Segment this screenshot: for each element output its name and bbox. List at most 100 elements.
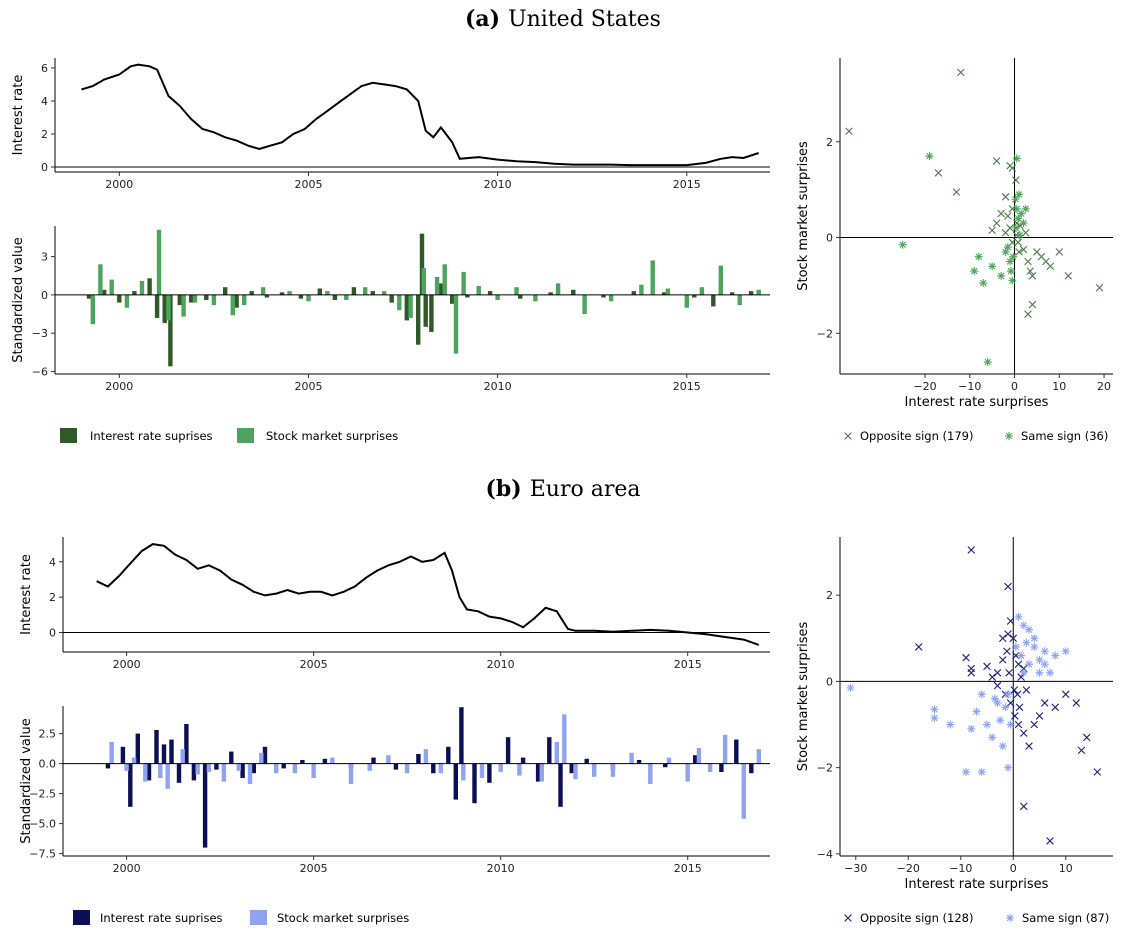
y-tick-label: 0 <box>826 232 833 245</box>
interest-rate-surprise-bar <box>214 763 219 770</box>
x-tick-label: −10 <box>958 380 981 393</box>
stock-market-surprise-bar <box>109 279 114 295</box>
stock-market-surprise-bar <box>582 294 587 314</box>
x-tick-label: 2010 <box>484 178 512 191</box>
y-tick-label: 0 <box>41 289 48 302</box>
same-sign-point <box>1017 651 1026 660</box>
same-sign-point <box>1006 720 1015 729</box>
opposite-sign-point <box>1028 300 1037 309</box>
opposite-sign-point <box>992 219 1001 227</box>
opposite-sign-point <box>962 653 970 662</box>
y-axis-label: Stock market surprises <box>796 141 811 291</box>
opposite-sign-point <box>1072 699 1081 707</box>
interest-rate-surprise-bar <box>431 763 436 774</box>
opposite-sign-point <box>1051 703 1060 712</box>
interest-rate-surprise-bar <box>189 294 194 303</box>
stock-market-surprise-bar <box>131 757 137 764</box>
opposite-sign-point <box>993 669 1002 677</box>
opposite-sign-point <box>1001 193 1010 201</box>
y-tick-label: 0 <box>49 627 56 640</box>
opposite-sign-point <box>1011 712 1019 720</box>
same-sign-point <box>1030 642 1039 651</box>
stock-market-surprise-bar <box>221 763 227 782</box>
same-sign-point <box>1003 243 1012 252</box>
interest-rate-surprise-bar <box>558 763 563 807</box>
same-sign-point <box>1022 638 1031 647</box>
stock-market-surprise-bar <box>139 280 145 295</box>
stock-market-surprise-bar <box>718 265 723 295</box>
stock-market-surprise-bar <box>666 757 672 764</box>
interest-rate-surprise-bar <box>423 294 428 327</box>
stock-market-surprise-bar <box>287 291 292 295</box>
opposite-sign-point <box>1015 248 1023 256</box>
x-tick-label: 0 <box>1010 862 1017 875</box>
opposite-sign-point <box>1077 746 1086 755</box>
same-sign-point <box>1001 247 1010 256</box>
y-axis-label: Standardized value <box>19 718 34 843</box>
y-tick-label: −7.5 <box>29 848 56 861</box>
stock-market-surprise-bar <box>495 294 500 300</box>
interest-rate-surprise-bar <box>453 763 458 800</box>
same-sign-point <box>1019 219 1028 228</box>
same-sign-point <box>1001 703 1010 712</box>
stock-market-surprise-bar <box>539 763 544 782</box>
opposite-sign-point <box>934 169 943 177</box>
same-sign-point <box>846 683 855 692</box>
same-sign-point <box>1012 204 1021 213</box>
stock-market-surprise-bar <box>592 763 597 777</box>
legend-label-rate: Interest rate suprises <box>100 911 223 925</box>
x-tick-label: 2005 <box>300 658 328 671</box>
interest-rate-surprise-bar <box>389 294 394 303</box>
x-tick-label: 2015 <box>674 658 702 671</box>
stock-market-surprise-bar <box>438 763 443 774</box>
legend-marker-opposite <box>844 914 852 922</box>
y-axis-label: Interest rate <box>11 75 26 156</box>
interest-rate-surprise-bar <box>146 763 152 781</box>
interest-rate-surprise-bar <box>105 763 111 769</box>
opposite-sign-point <box>992 157 1001 165</box>
ea-bar-legend: Interest rate suprises Stock market surp… <box>73 910 409 925</box>
y-tick-label: 4 <box>49 556 56 569</box>
interest-rate-surprise-bar <box>749 763 754 774</box>
same-sign-point <box>1021 204 1030 213</box>
interest-rate-surprise-bar <box>438 283 444 295</box>
interest-rate-surprise-bar <box>459 707 464 764</box>
opposite-sign-point <box>1012 176 1020 184</box>
opposite-sign-key <box>844 914 852 922</box>
opposite-sign-point <box>1024 257 1032 266</box>
x-tick-label: 2000 <box>105 380 133 393</box>
panel-b-title: (b) Euro area <box>486 476 641 502</box>
interest-rate-surprise-bar <box>132 291 137 295</box>
same-sign-point <box>1019 668 1028 677</box>
same-sign-point <box>1025 625 1033 634</box>
y-tick-label: 2 <box>826 136 833 149</box>
stock-market-surprise-bar <box>608 294 614 302</box>
opposite-sign-point <box>1022 686 1031 694</box>
y-axis-label: Stock market surprises <box>796 622 811 772</box>
interest-rate-surprise-bar <box>168 294 173 367</box>
same-sign-point <box>967 724 976 733</box>
interest-rate-surprise-bar <box>393 763 399 770</box>
stock-market-surprise-bar <box>514 287 519 295</box>
same-sign-point <box>1025 660 1033 669</box>
interest-rate-surprise-bar <box>719 763 724 772</box>
stock-market-surprise-bar <box>461 763 466 781</box>
interest-rate-surprise-bar <box>135 733 140 764</box>
stock-market-surprise-bar <box>434 277 440 295</box>
x-tick-label: 2010 <box>484 380 512 393</box>
same-sign-point <box>1015 231 1024 240</box>
opposite-sign-point <box>1025 742 1033 750</box>
x-tick-label: 2000 <box>113 658 141 671</box>
opposite-sign-point <box>1005 669 1013 677</box>
stock-market-surprise-bar <box>109 742 114 764</box>
legend-key-rate <box>73 910 90 925</box>
same-sign-point <box>1035 655 1044 664</box>
interest-rate-surprise-bar <box>370 291 375 295</box>
stock-market-surprise-bar <box>517 763 522 776</box>
interest-rate-surprise-bar <box>184 724 189 764</box>
stock-market-surprise-bar <box>722 734 728 764</box>
legend-key-stock <box>250 910 267 925</box>
opposite-sign-point <box>1003 647 1011 656</box>
same-sign-point <box>988 733 997 742</box>
